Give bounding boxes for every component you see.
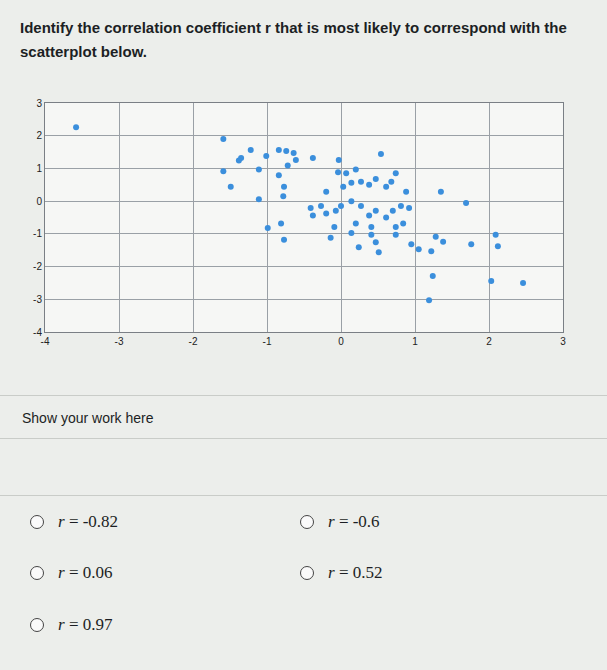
svg-text:3: 3: [36, 98, 42, 109]
html-text:Identify the correlation coeff: Identify the correlation coefficient r t…: [20, 19, 567, 60]
html-text:r = 0.52: r = 0.52: [328, 563, 383, 582]
svg-text:-3: -3: [33, 294, 42, 305]
svg-text:-3: -3: [115, 336, 124, 347]
html-text:r = -0.6: r = -0.6: [328, 512, 380, 531]
svg-text:-1: -1: [263, 336, 272, 347]
html-text:r = 0.06: r = 0.06: [58, 563, 113, 582]
svg-text:-4: -4: [33, 327, 42, 338]
html-text:r = 0.97: r = 0.97: [58, 615, 113, 634]
svg-text:2: 2: [486, 336, 492, 347]
svg-text:1: 1: [412, 336, 418, 347]
html-text:Show your work here: Show your work here: [22, 410, 154, 426]
svg-text:0: 0: [36, 196, 42, 207]
svg-text:-2: -2: [189, 336, 198, 347]
svg-text:2: 2: [36, 130, 42, 141]
svg-text:-1: -1: [33, 228, 42, 239]
svg-text:-4: -4: [41, 336, 50, 347]
svg-text:1: 1: [36, 163, 42, 174]
svg-text:0: 0: [338, 336, 344, 347]
svg-text:3: 3: [560, 336, 566, 347]
html-text:r = -0.82: r = -0.82: [58, 512, 119, 531]
svg-text:-2: -2: [33, 261, 42, 272]
